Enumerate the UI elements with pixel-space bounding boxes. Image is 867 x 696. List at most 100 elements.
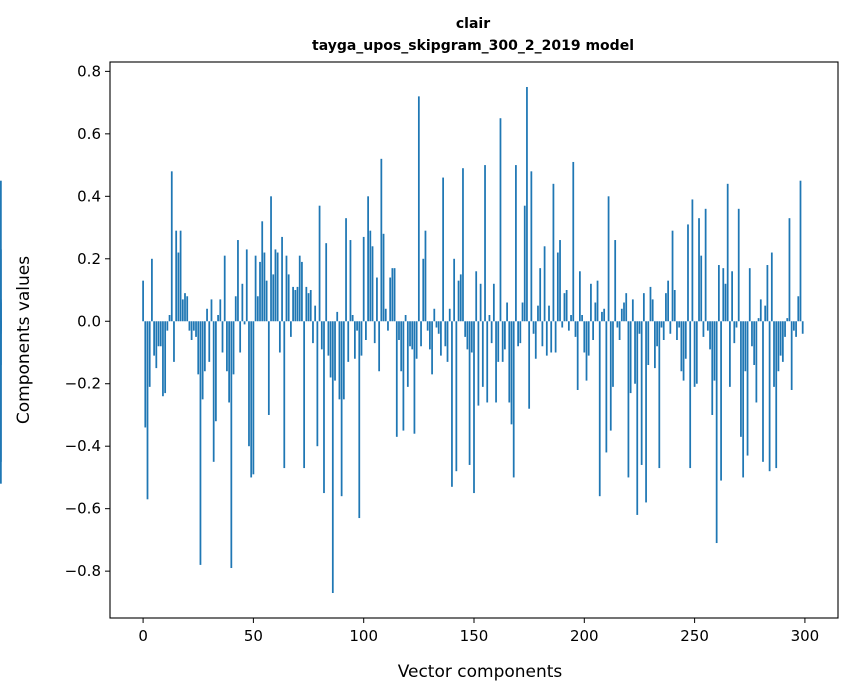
y-tick-label: 0.0 <box>77 312 101 330</box>
y-tick-label: 0.2 <box>77 250 101 268</box>
bar <box>534 321 537 359</box>
bar <box>592 321 594 340</box>
bar <box>387 321 389 331</box>
bar <box>351 315 354 322</box>
bar <box>320 321 323 350</box>
bar <box>508 321 511 403</box>
bar <box>561 321 564 328</box>
bar <box>572 161 575 322</box>
bar <box>192 321 195 331</box>
bar <box>466 321 469 350</box>
bar <box>682 321 685 381</box>
bar <box>645 321 647 503</box>
bar <box>757 318 760 322</box>
bar <box>603 308 606 322</box>
y-axis-label: Components values <box>14 256 34 424</box>
bar <box>759 299 762 322</box>
bar <box>722 268 725 322</box>
bar <box>325 243 328 322</box>
bar <box>146 321 149 500</box>
bar <box>479 283 482 322</box>
x-tick-label: 200 <box>570 627 599 645</box>
bar <box>212 321 215 462</box>
bar <box>248 321 250 447</box>
bar <box>642 293 645 322</box>
bar <box>512 321 515 478</box>
bar <box>618 321 621 340</box>
bar <box>358 321 361 519</box>
bar <box>656 321 658 347</box>
bar <box>393 268 396 322</box>
bar <box>665 293 667 322</box>
bar <box>303 321 306 469</box>
bar <box>753 321 756 365</box>
bar <box>340 321 343 497</box>
bar <box>181 299 184 322</box>
bar <box>464 321 467 337</box>
bar <box>369 230 372 322</box>
bar <box>278 321 281 353</box>
bar <box>497 321 500 362</box>
bar <box>583 321 586 353</box>
bar <box>673 290 676 322</box>
bar <box>554 321 557 353</box>
bar <box>208 321 211 362</box>
x-tick-label: 0 <box>138 627 148 645</box>
bar <box>186 296 189 322</box>
bar <box>389 277 392 322</box>
x-tick-label: 100 <box>349 627 378 645</box>
bar <box>495 321 497 403</box>
bar <box>267 321 270 415</box>
bar <box>523 205 526 322</box>
bar <box>709 321 711 350</box>
bar <box>799 180 802 322</box>
bar <box>360 321 363 356</box>
bar <box>506 302 508 322</box>
bar <box>142 280 144 322</box>
bar <box>473 321 475 494</box>
bar <box>647 321 650 365</box>
bar <box>715 321 718 544</box>
bar <box>448 308 451 322</box>
bar <box>190 321 193 340</box>
bar <box>598 321 601 497</box>
bar <box>166 321 169 331</box>
bar <box>729 321 731 387</box>
bar <box>634 321 636 384</box>
bar <box>733 321 736 344</box>
y-axis: −0.8 −0.6 −0.4 −0.2 0.0 0.2 0.4 0.6 0.8 <box>65 62 110 580</box>
bar <box>356 321 358 331</box>
bar <box>261 221 264 322</box>
y-tick-label: 0.6 <box>77 125 101 143</box>
bar <box>409 321 411 347</box>
bar <box>801 321 804 334</box>
bar <box>786 318 789 322</box>
bar <box>276 252 279 322</box>
bar <box>669 321 672 334</box>
bar <box>292 286 294 322</box>
bar <box>519 321 522 344</box>
y-tick-label: −0.6 <box>65 500 101 518</box>
bar <box>574 321 577 337</box>
bar <box>548 305 550 322</box>
bar <box>556 252 559 322</box>
bar <box>616 321 619 328</box>
bar <box>353 321 356 359</box>
bar <box>671 230 674 322</box>
bar <box>404 315 407 322</box>
bar <box>371 246 374 322</box>
bar <box>245 249 248 322</box>
bar <box>530 171 533 322</box>
bar <box>232 321 235 375</box>
x-axis-label: Vector components <box>398 662 563 682</box>
bar <box>188 321 191 331</box>
bar <box>153 321 155 356</box>
bar <box>400 321 403 372</box>
x-tick-label: 50 <box>244 627 263 645</box>
x-axis: 0 50 100 150 200 250 300 <box>138 618 819 645</box>
bar <box>784 321 786 337</box>
bar <box>748 268 751 322</box>
bar <box>793 321 795 331</box>
bar <box>254 255 257 322</box>
bar <box>678 321 681 328</box>
